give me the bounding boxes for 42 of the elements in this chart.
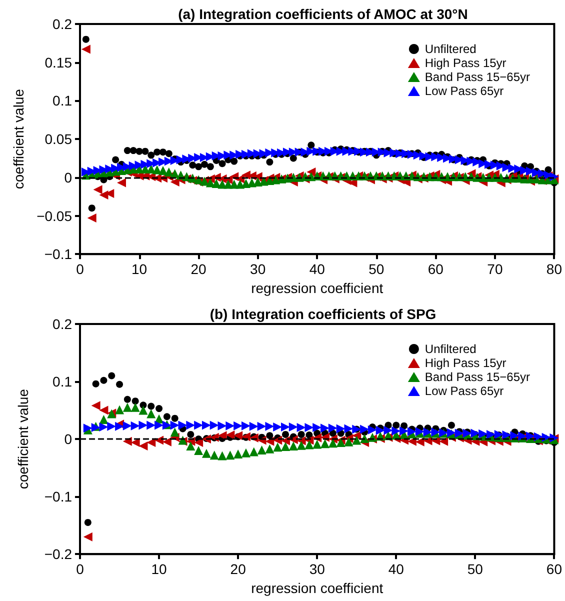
y-tick-label: −0.1	[44, 488, 72, 505]
legend-label: Band Pass 15−65yr	[424, 70, 530, 84]
y-tick-label: 0	[64, 431, 72, 448]
x-tick-label: 40	[388, 561, 404, 578]
x-tick-label: 0	[76, 261, 84, 278]
x-tick-label: 30	[250, 261, 266, 278]
x-tick-label: 50	[467, 561, 484, 578]
x-axis-title: regression coefficient	[251, 580, 384, 596]
x-tick-label: 50	[368, 261, 384, 278]
y-tick-label: −0.2	[44, 546, 72, 562]
legend-label: High Pass 15yr	[424, 56, 506, 70]
legend-label: Low Pass 65yr	[424, 84, 504, 98]
x-tick-label: 20	[230, 561, 246, 578]
y-tick-label: −0.05	[36, 208, 72, 224]
x-tick-label: 70	[487, 261, 503, 278]
x-tick-label: 80	[546, 261, 562, 278]
x-tick-label: 40	[309, 261, 326, 278]
y-tick-label: 0.1	[52, 92, 72, 109]
legend-label: Unfiltered	[424, 342, 476, 356]
y-tick-label: 0.05	[44, 131, 72, 148]
x-axis-title: regression coefficient	[251, 280, 384, 296]
x-tick-label: 10	[151, 561, 168, 578]
y-axis-title: coefficient value	[15, 388, 31, 490]
legend-label: Unfiltered	[424, 42, 476, 56]
y-tick-label: 0.2	[52, 16, 72, 32]
x-tick-label: 30	[309, 561, 326, 578]
legend-label: High Pass 15yr	[424, 356, 506, 370]
x-tick-label: 20	[190, 261, 207, 278]
x-tick-label: 60	[428, 261, 444, 278]
chart-title: (a) Integration coefficients of AMOC at 30°N	[178, 6, 468, 22]
legend-label: Low Pass 65yr	[424, 384, 504, 398]
y-tick-label: 0.1	[52, 374, 72, 390]
legend-label: Band Pass 15−65yr	[424, 370, 530, 384]
x-tick-label: 0	[76, 561, 84, 578]
y-tick-label: 0.15	[44, 54, 72, 70]
y-tick-label: −0.1	[44, 246, 72, 262]
chart-title: (b) Integration coefficients of SPG	[210, 306, 436, 322]
y-tick-label: 0	[64, 169, 72, 186]
x-tick-label: 60	[546, 561, 562, 578]
x-tick-label: 10	[131, 261, 148, 278]
y-axis-title: coefficient value	[10, 88, 27, 190]
y-tick-label: 0.2	[52, 316, 72, 332]
